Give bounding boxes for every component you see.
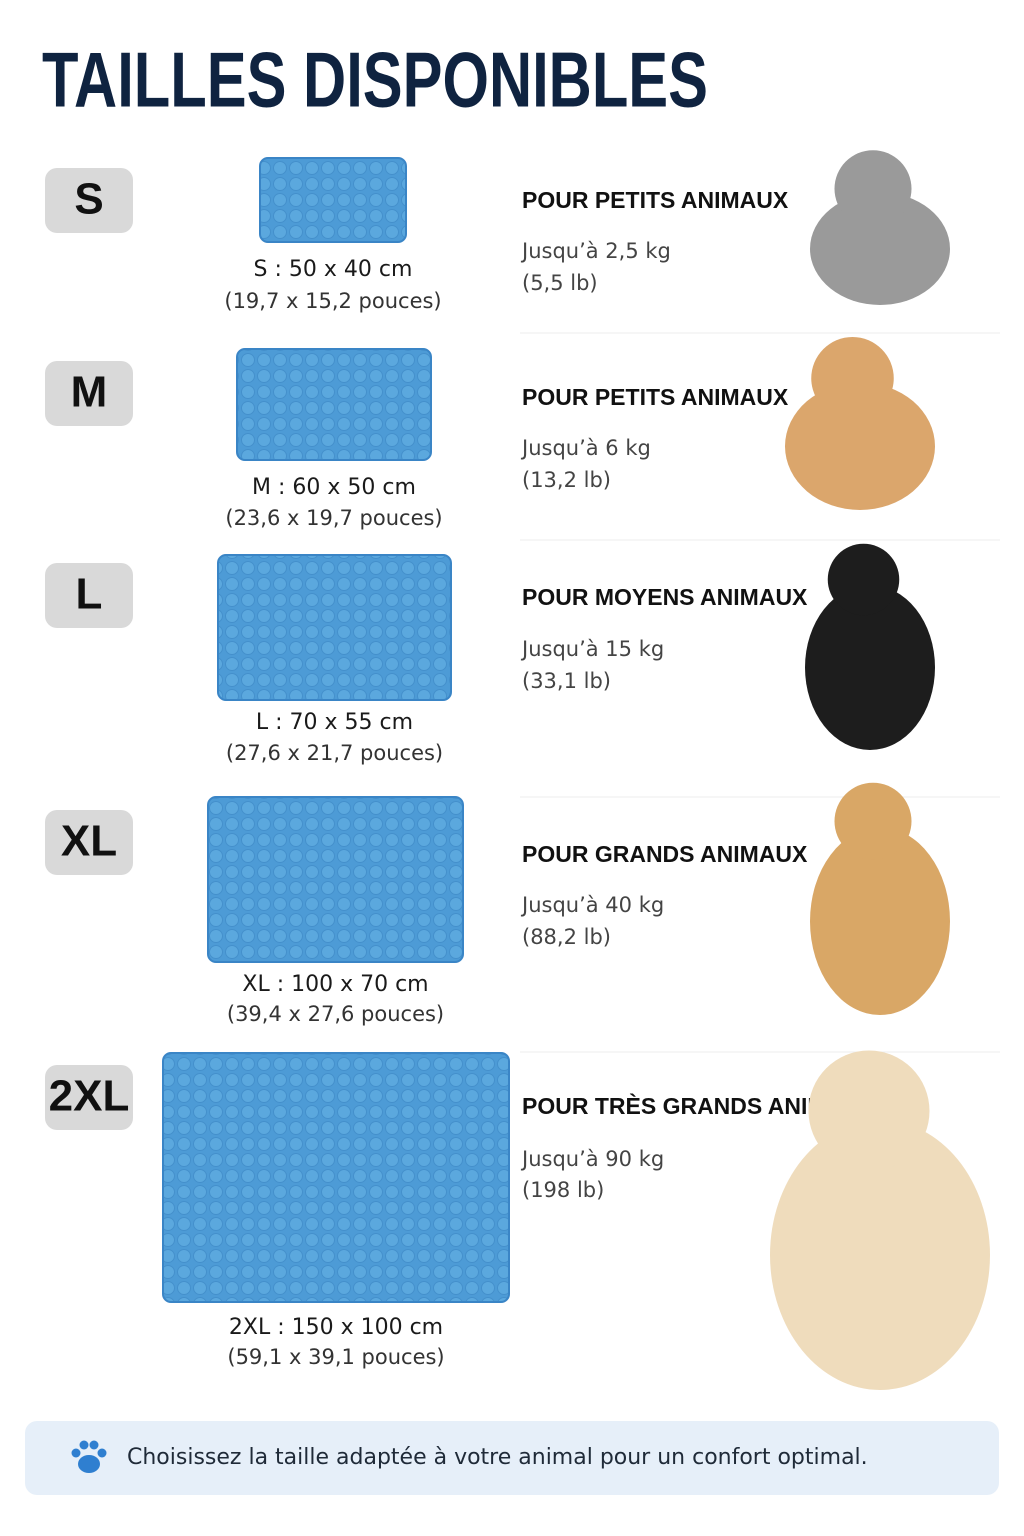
mat-image (259, 157, 407, 243)
size-badge-label: M (71, 368, 108, 417)
weight: Jusqu’à 40 kg (520, 893, 664, 917)
pounds: (88,2 lb) (522, 925, 611, 949)
pounds: (33,1 lb) (522, 669, 611, 693)
size-badge-label: S (74, 175, 103, 224)
inches: (27,6 x 21,7 pouces) (226, 741, 443, 765)
category: POUR MOYENS ANIMAUX (522, 584, 808, 610)
mat-image (217, 554, 452, 701)
pounds: (5,5 lb) (522, 271, 598, 295)
size-badge-label: 2XL (49, 1072, 130, 1121)
animal-head (834, 150, 912, 228)
inches: (59,1 x 39,1 pouces) (227, 1345, 444, 1369)
size-badge (45, 810, 133, 875)
weight: Jusqu’à 6 kg (520, 436, 651, 460)
animal-body (810, 827, 950, 1015)
inches: (19,7 x 15,2 pouces) (224, 289, 441, 313)
paw-icon (71, 1440, 107, 1473)
weight: Jusqu’à 2,5 kg (520, 239, 671, 263)
pounds: (198 lb) (522, 1178, 604, 1202)
pounds: (13,2 lb) (522, 468, 611, 492)
animal-head (834, 782, 912, 860)
dimensions: L : 70 x 55 cm (256, 710, 413, 735)
animal-body (810, 192, 950, 305)
animal-head (827, 543, 900, 616)
footer-text: Choisissez la taille adaptée à votre ani… (127, 1445, 868, 1470)
mat-image (236, 348, 432, 461)
dimensions: S : 50 x 40 cm (254, 257, 413, 282)
category: POUR GRANDS ANIMAUX (522, 841, 808, 867)
inches: (23,6 x 19,7 pouces) (225, 506, 442, 530)
title: TAILLES DISPONIBLES (42, 36, 708, 124)
size-badge (45, 361, 133, 426)
dimensions: XL : 100 x 70 cm (242, 972, 428, 997)
size-badge-label: L (76, 570, 103, 619)
dimensions: 2XL : 150 x 100 cm (229, 1315, 443, 1340)
animal-head (808, 1050, 930, 1172)
inches: (39,4 x 27,6 pouces) (227, 1002, 444, 1026)
animal-body (805, 585, 935, 750)
weight: Jusqu’à 90 kg (520, 1147, 664, 1171)
footer-box (25, 1421, 999, 1495)
size-badge (45, 563, 133, 628)
mat-image (207, 796, 464, 963)
animal-body (770, 1120, 990, 1390)
category: POUR PETITS ANIMAUX (522, 384, 789, 410)
dimensions: M : 60 x 50 cm (252, 475, 416, 500)
animal-body (785, 382, 935, 510)
size-badge-label: XL (61, 817, 117, 866)
size-badge (45, 168, 133, 233)
size-badge (45, 1065, 133, 1130)
mat-image (162, 1052, 510, 1303)
animal-head (811, 337, 894, 420)
weight: Jusqu’à 15 kg (520, 637, 664, 661)
category: POUR PETITS ANIMAUX (522, 187, 789, 213)
